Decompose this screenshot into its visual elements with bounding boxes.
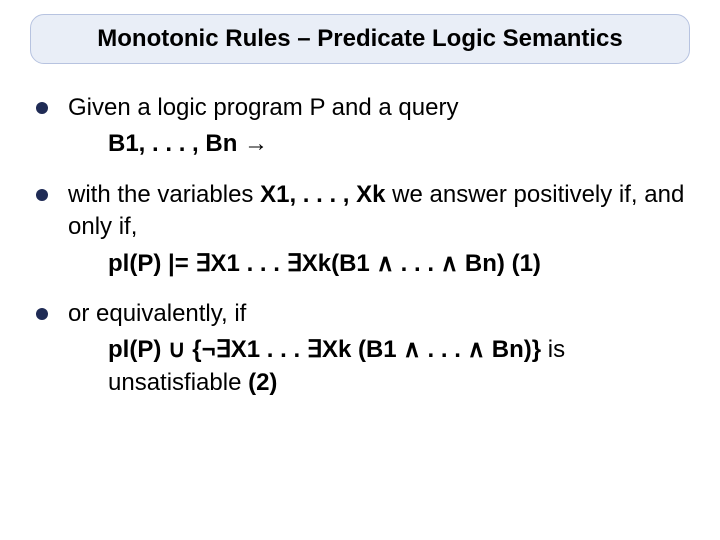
slide: Monotonic Rules – Predicate Logic Semant… <box>0 0 720 540</box>
title-box: Monotonic Rules – Predicate Logic Semant… <box>30 14 690 64</box>
formula-text: (2) <box>248 369 277 396</box>
bullet-text: Given a logic program P and a query <box>68 92 458 124</box>
bullet-formula: pl(P) ∪ {¬∃X1 . . . ∃Xk (B1 ∧ . . . ∧ Bn… <box>108 334 690 399</box>
slide-content: Given a logic program P and a query B1, … <box>30 92 690 399</box>
bullet-icon <box>36 189 48 201</box>
bullet-item: or equivalently, if <box>36 298 690 330</box>
bullet-item: Given a logic program P and a query <box>36 92 690 124</box>
slide-title: Monotonic Rules – Predicate Logic Semant… <box>97 25 622 52</box>
bullet-icon <box>36 102 48 114</box>
formula-text: pl(P) |= ∃X1 . . . ∃Xk(B1 ∧ . . . ∧ Bn) … <box>108 250 541 277</box>
bullet-formula: pl(P) |= ∃X1 . . . ∃Xk(B1 ∧ . . . ∧ Bn) … <box>108 248 690 280</box>
vars-text: X1, . . . , Xk <box>260 181 385 208</box>
bullet-item: with the variables X1, . . . , Xk we ans… <box>36 179 690 244</box>
bullet-formula: B1, . . . , Bn → <box>108 128 690 160</box>
formula-text: B1, . . . , Bn → <box>108 130 268 157</box>
formula-text: pl(P) ∪ {¬∃X1 . . . ∃Xk (B1 ∧ . . . ∧ Bn… <box>108 336 541 363</box>
bullet-text: or equivalently, if <box>68 298 246 330</box>
bullet-icon <box>36 308 48 320</box>
text-part: with the variables <box>68 181 260 208</box>
bullet-text: with the variables X1, . . . , Xk we ans… <box>68 179 690 244</box>
